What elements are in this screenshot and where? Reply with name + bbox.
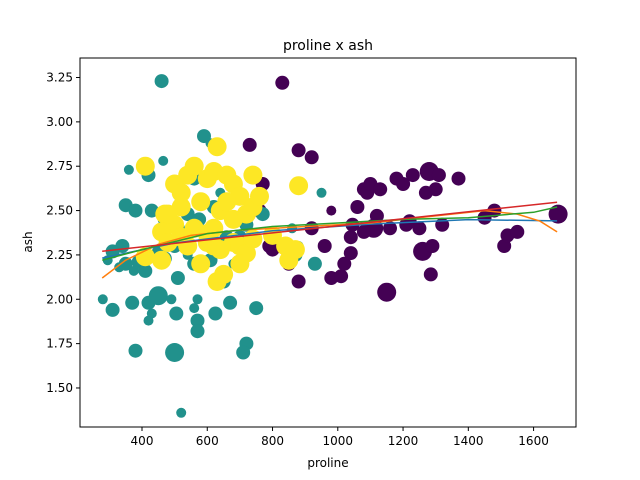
data-point-1 [128, 343, 143, 358]
chart-title: proline x ash [283, 38, 373, 54]
data-point-1 [138, 263, 153, 278]
data-point-0 [304, 150, 319, 165]
data-point-2 [250, 186, 269, 206]
data-point-1 [158, 155, 169, 166]
data-point-2 [191, 254, 211, 274]
data-point-0 [510, 224, 525, 239]
data-point-2 [289, 176, 309, 196]
data-point-0 [373, 182, 388, 197]
data-point-0 [356, 224, 371, 239]
data-point-1 [190, 324, 205, 339]
data-point-2 [214, 264, 234, 284]
data-point-2 [135, 156, 155, 176]
data-point-1 [307, 256, 322, 271]
data-point-0 [242, 137, 257, 152]
data-point-0 [405, 168, 420, 183]
data-point-2 [171, 183, 191, 203]
x-tick-label: 400 [131, 434, 154, 448]
data-point-0 [265, 242, 280, 257]
data-point-2 [184, 156, 204, 176]
data-point-1 [125, 295, 140, 310]
data-point-1 [190, 313, 205, 328]
data-point-0 [423, 267, 438, 282]
data-point-1 [169, 306, 184, 321]
data-point-0 [412, 221, 427, 236]
y-tick-label: 1.75 [46, 337, 73, 351]
data-point-1 [192, 294, 203, 305]
x-tick-label: 1600 [518, 434, 549, 448]
data-point-2 [152, 250, 172, 270]
data-point-0 [548, 204, 568, 224]
data-point-1 [123, 164, 134, 175]
data-point-0 [431, 168, 446, 183]
data-point-1 [176, 407, 187, 418]
data-point-0 [275, 75, 290, 90]
data-point-2 [217, 192, 237, 212]
data-point-0 [425, 239, 440, 253]
data-point-0 [369, 208, 384, 223]
data-point-1 [148, 286, 168, 306]
data-point-0 [396, 177, 411, 191]
y-axis-label: ash [21, 231, 35, 252]
plot-frame [79, 57, 577, 428]
y-tick-label: 3.25 [46, 71, 73, 85]
data-point-0 [337, 256, 352, 271]
y-axis: 1.50 1.75 2.00 2.25 2.50 2.75 3.00 3.25 [46, 71, 80, 395]
data-point-1 [105, 302, 120, 317]
data-point-0 [343, 246, 358, 261]
x-axis: 400 600 800 1000 1200 1400 1600 [131, 427, 549, 448]
x-tick-label: 1200 [388, 434, 419, 448]
data-point-0 [497, 239, 512, 253]
data-point-1 [249, 301, 264, 316]
data-point-0 [317, 239, 332, 253]
data-point-2 [243, 165, 263, 185]
data-point-2 [207, 137, 227, 157]
data-point-1 [143, 315, 154, 326]
data-point-1 [189, 303, 200, 314]
data-point-0 [487, 203, 502, 218]
trend-lines-layer [101, 201, 558, 279]
data-point-1 [223, 295, 238, 310]
y-tick-label: 2.25 [46, 248, 73, 262]
x-tick-label: 1400 [453, 434, 484, 448]
data-point-0 [343, 230, 358, 245]
data-point-0 [291, 143, 306, 158]
data-point-1 [128, 203, 143, 218]
data-point-0 [326, 205, 337, 216]
x-axis-label: proline [307, 456, 348, 470]
data-point-1 [154, 74, 169, 89]
x-tick-label: 600 [196, 434, 219, 448]
data-point-2 [230, 254, 250, 274]
data-point-1 [97, 294, 108, 305]
y-tick-label: 2.00 [46, 292, 73, 306]
data-point-0 [291, 274, 306, 289]
trend-line-3 [102, 201, 558, 252]
data-point-2 [158, 204, 178, 224]
y-tick-label: 3.00 [46, 115, 73, 129]
data-point-0 [383, 221, 397, 236]
data-point-0 [451, 171, 466, 186]
y-tick-label: 2.50 [46, 204, 73, 218]
data-point-0 [477, 210, 492, 225]
x-tick-label: 1000 [323, 434, 354, 448]
data-point-1 [316, 187, 327, 198]
data-point-0 [334, 269, 349, 284]
data-point-1 [118, 256, 133, 271]
x-tick-label: 800 [261, 434, 284, 448]
data-point-2 [191, 192, 211, 212]
data-point-0 [350, 200, 365, 214]
data-point-0 [428, 182, 443, 197]
data-point-1 [166, 294, 177, 305]
data-point-1 [170, 271, 185, 285]
data-point-1 [208, 306, 223, 321]
data-point-1 [165, 343, 185, 362]
data-point-1 [236, 345, 251, 360]
data-point-0 [377, 282, 397, 302]
y-tick-label: 2.75 [46, 159, 73, 173]
data-point-2 [285, 240, 305, 260]
data-point-2 [135, 247, 155, 267]
y-tick-label: 1.50 [46, 381, 73, 395]
